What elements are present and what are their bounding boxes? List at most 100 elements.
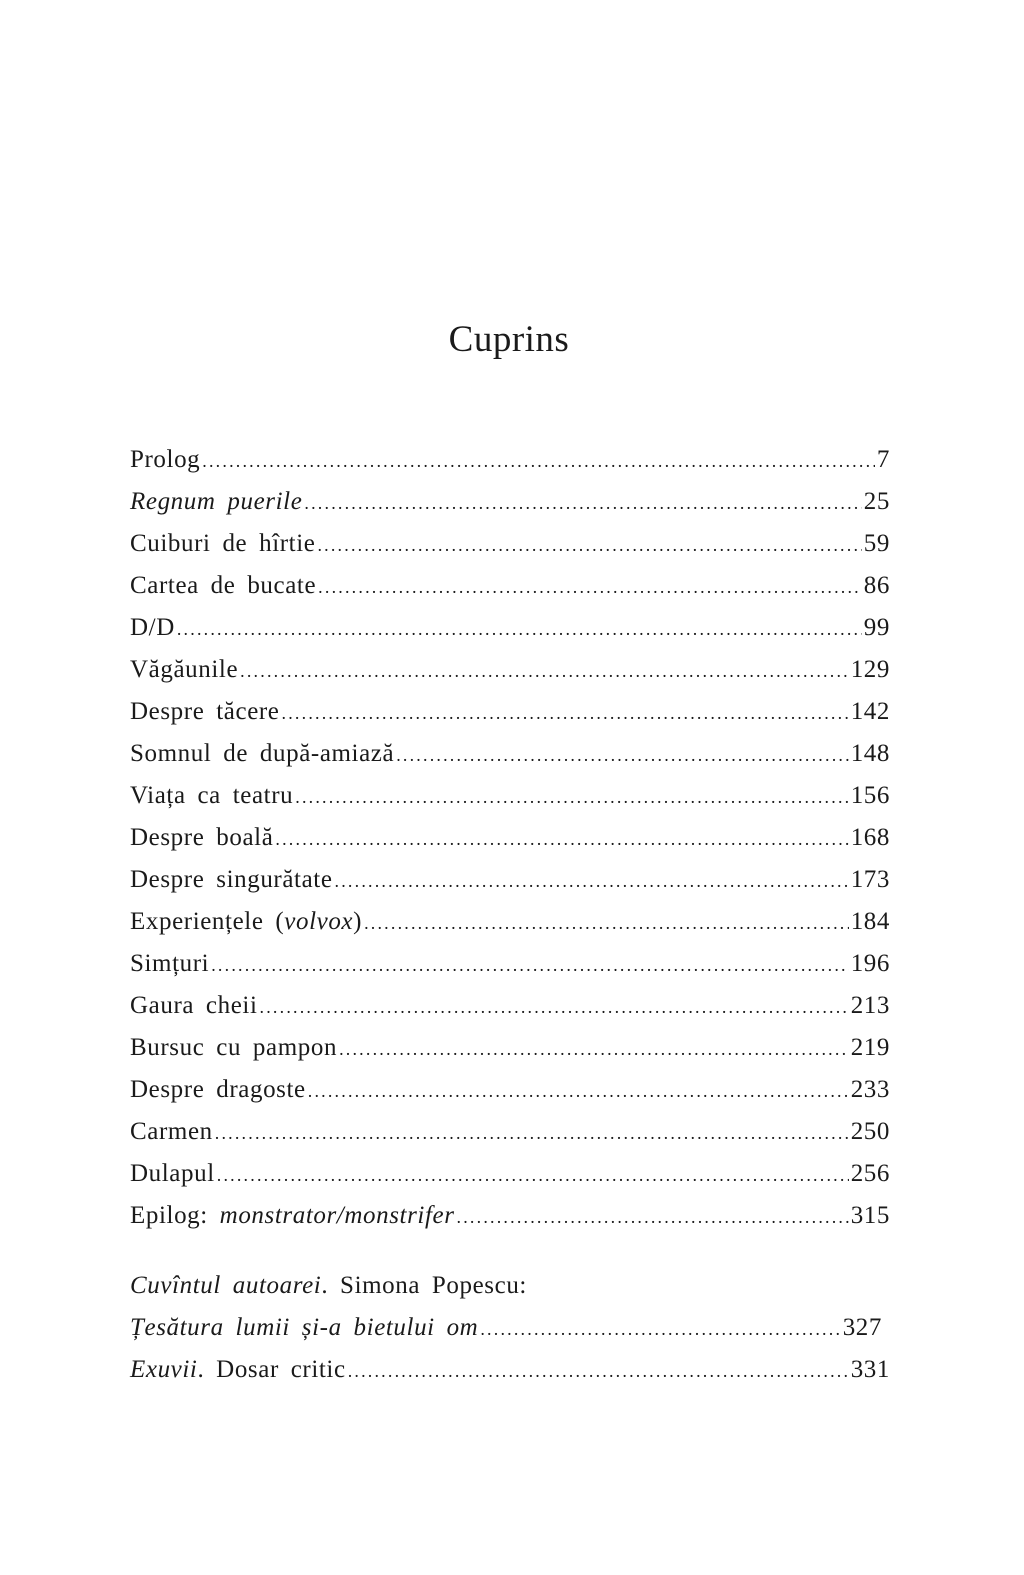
toc-entry: Cartea de bucate 86 [130, 572, 890, 614]
entry-title: Despre dragoste [130, 1076, 306, 1104]
entry-title-part: Carmen [130, 1118, 213, 1145]
toc-entry: Viața ca teatru 156 [130, 782, 890, 824]
toc-entry: Somnul de după-amiază 148 [130, 740, 890, 782]
entry-title-part: Gaura cheii [130, 992, 258, 1019]
entry-title: Despre boală [130, 824, 273, 852]
entry-title-part: D/D [130, 614, 175, 641]
page-number: 59 [863, 530, 890, 557]
entry-title-part: Regnum puerile [130, 488, 303, 515]
dot-leader [335, 871, 849, 892]
toc-entry: Despre dragoste 233 [130, 1076, 890, 1118]
dot-leader [215, 1123, 849, 1144]
entry-title-part: Viața ca teatru [130, 782, 294, 809]
table-of-contents: Prolog 7 Regnum puerile 25 Cuiburi de hîrtie… [130, 446, 890, 1398]
dot-leader [295, 787, 848, 808]
page-number: 184 [850, 908, 890, 935]
entry-title: Cuiburi de hîrtie [130, 530, 315, 558]
toc-entry: Exuvii. Dosar critic 331 [130, 1356, 890, 1398]
page-title: Cuprins [448, 319, 570, 360]
page-number: 213 [850, 992, 890, 1019]
entry-title: Experiențele (volvox) [130, 908, 362, 936]
entry-title-part: Despre dragoste [130, 1076, 306, 1103]
page-number: 168 [850, 824, 890, 851]
toc-entry: Dulapul 256 [130, 1160, 890, 1202]
entry-title: Prolog [130, 446, 200, 474]
toc-entry: Bursuc cu pampon 219 [130, 1034, 890, 1076]
entry-title-part: Cuiburi de hîrtie [130, 530, 316, 557]
page-number: 196 [850, 950, 890, 977]
toc-entry: Prolog 7 [130, 446, 890, 488]
entry-title: Regnum puerile [130, 488, 302, 516]
entry-title-part: Despre boală [130, 824, 274, 851]
page-number: 250 [850, 1118, 890, 1145]
entry-title-part: Dulapul [130, 1160, 215, 1187]
dot-leader [282, 703, 849, 724]
toc-entry: D/D 99 [130, 614, 890, 656]
toc-entry: Despre boală 168 [130, 824, 890, 866]
toc-entry: Simțuri 196 [130, 950, 890, 992]
dot-leader [202, 451, 875, 472]
page-number: 129 [850, 656, 890, 683]
section-gap [130, 1244, 890, 1272]
dot-leader [308, 1081, 849, 1102]
entry-title-part: Simțuri [130, 950, 210, 977]
page-number: 148 [850, 740, 890, 767]
dot-leader [396, 745, 848, 766]
entry-title-part: Despre tăcere [130, 698, 280, 725]
appendix-heading-part: Cuvîntul autoarei [130, 1272, 322, 1299]
entry-title: D/D [130, 614, 175, 642]
toc-entry: Cuiburi de hîrtie 59 [130, 530, 890, 572]
dot-leader [275, 829, 848, 850]
dot-leader [317, 535, 861, 556]
entry-title: Gaura cheii [130, 992, 258, 1020]
entry-title-part: Exuvii [130, 1356, 198, 1383]
page-number: 173 [850, 866, 890, 893]
entry-title: Somnul de după-amiază [130, 740, 394, 768]
entry-title: Țesătura lumii și-a bietului om [130, 1314, 478, 1342]
dot-leader [457, 1207, 849, 1228]
entry-title-part: ) [353, 908, 363, 935]
dot-leader [260, 997, 849, 1018]
page-number: 99 [863, 614, 890, 641]
toc-entry: Despre tăcere 142 [130, 698, 890, 740]
page-number: 156 [850, 782, 890, 809]
dot-leader [211, 955, 848, 976]
dot-leader [217, 1165, 849, 1186]
entry-title: Despre tăcere [130, 698, 280, 726]
toc-entry: Carmen 250 [130, 1118, 890, 1160]
entry-title: Cartea de bucate [130, 572, 316, 600]
toc-entry: Despre singurătate 173 [130, 866, 890, 908]
entry-title-part: Despre singurătate [130, 866, 333, 893]
toc-entry: Țesătura lumii și-a bietului om 327 [130, 1314, 882, 1356]
entry-title-part: Bursuc cu pampon [130, 1034, 338, 1061]
entry-title-part: Cartea de bucate [130, 572, 317, 599]
toc-entry: Experiențele (volvox) 184 [130, 908, 890, 950]
dot-leader [177, 619, 862, 640]
page-number: 86 [863, 572, 890, 599]
entry-title: Despre singurătate [130, 866, 333, 894]
entry-title-part: Experiențele ( [130, 908, 285, 935]
appendix-heading-part: . Simona Popescu: [321, 1272, 527, 1299]
entry-title: Bursuc cu pampon [130, 1034, 337, 1062]
toc-entry: Epilog: monstrator/monstrifer 315 [130, 1202, 890, 1244]
entry-title: Văgăunile [130, 656, 238, 684]
entry-title-part: volvox [284, 908, 354, 935]
entry-title-part: monstrator/monstrifer [219, 1202, 455, 1229]
page-number: 331 [850, 1356, 890, 1383]
dot-leader [339, 1039, 849, 1060]
entry-title: Simțuri [130, 950, 209, 978]
dot-leader [304, 493, 861, 514]
dot-leader [240, 661, 849, 682]
page-number: 315 [850, 1202, 890, 1229]
entry-title: Epilog: monstrator/monstrifer [130, 1202, 455, 1230]
dot-leader [364, 913, 849, 934]
entry-title-part: Văgăunile [130, 656, 239, 683]
entry-title: Dulapul [130, 1160, 215, 1188]
dot-leader [348, 1361, 849, 1382]
entry-title-part: Prolog [130, 446, 201, 473]
toc-entry: Regnum puerile 25 [130, 488, 890, 530]
page-number: 142 [850, 698, 890, 725]
entry-title: Carmen [130, 1118, 213, 1146]
entry-title-part: Țesătura lumii și-a bietului om [130, 1314, 479, 1341]
entry-title: Exuvii. Dosar critic [130, 1356, 346, 1384]
